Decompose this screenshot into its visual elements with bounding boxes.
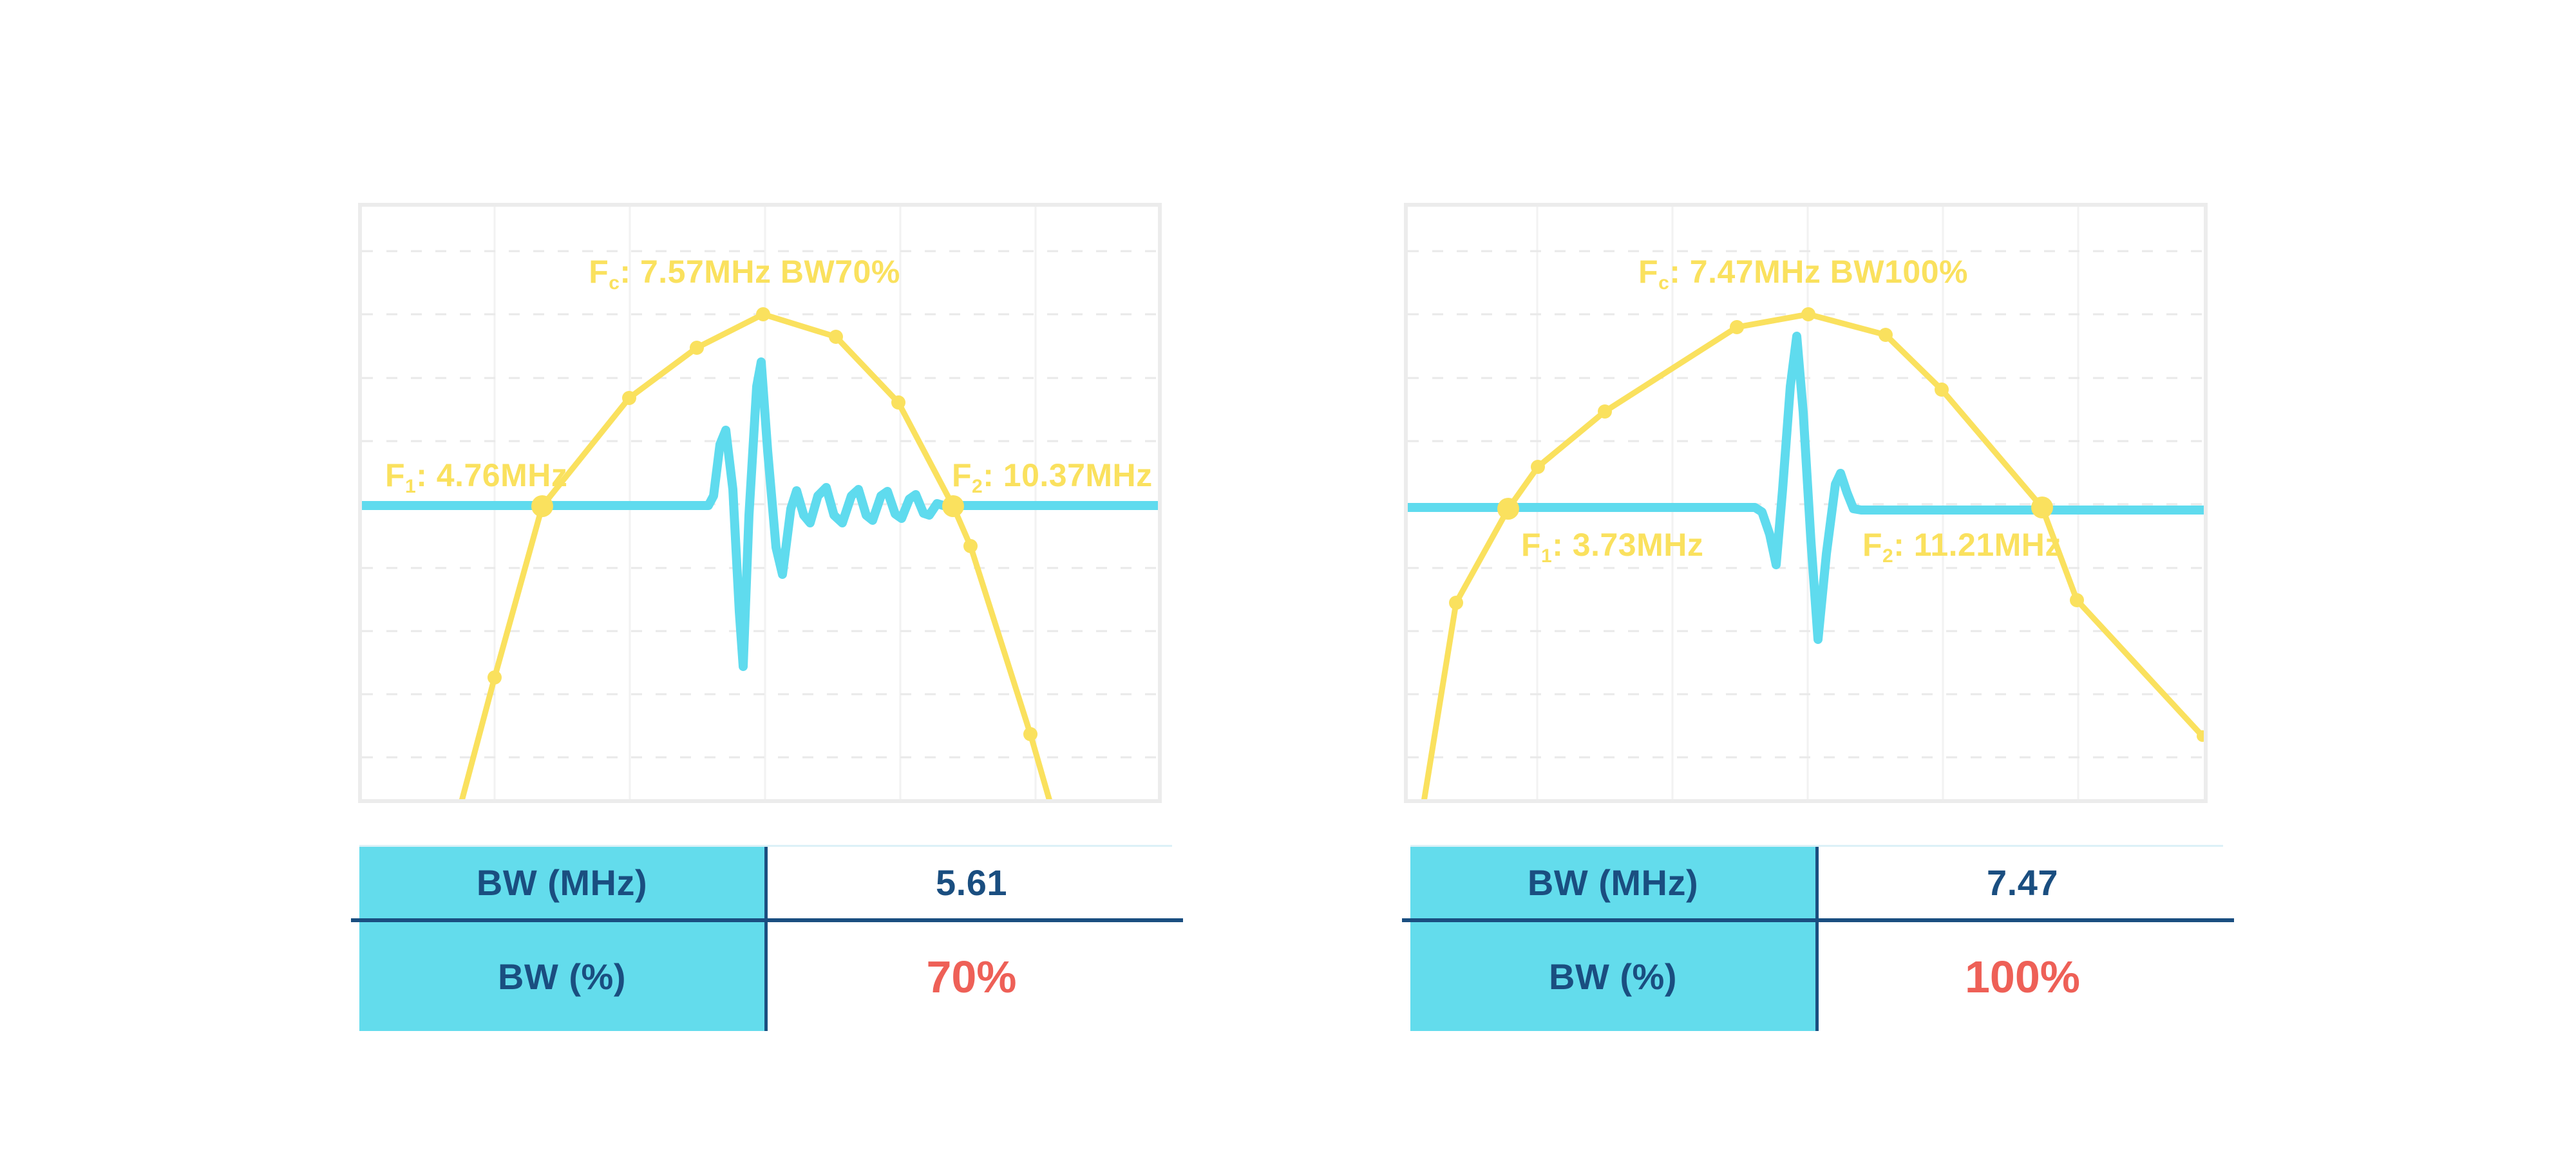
f2-label-value: : 10.37MHz bbox=[983, 457, 1153, 493]
spectrum-data-point bbox=[1497, 498, 1519, 520]
f1-label-subscript: 1 bbox=[1541, 545, 1553, 567]
center-frequency-annotation: Fc: 7.57MHz BW70% bbox=[589, 254, 900, 292]
spectrum-data-point bbox=[942, 495, 964, 517]
spectrum-data-point bbox=[1935, 383, 1949, 397]
bw-percent-row-label: BW (%) bbox=[498, 956, 626, 997]
spectrum-data-point bbox=[756, 307, 770, 321]
fc-label-value: : 7.47MHz BW100% bbox=[1669, 254, 1968, 290]
spectrum-data-point bbox=[1449, 596, 1463, 610]
f2-label-prefix: F bbox=[952, 457, 972, 493]
fc-label-subscript: c bbox=[1658, 272, 1670, 294]
f1-annotation: F1: 4.76MHz bbox=[385, 457, 568, 496]
spectrum-data-point bbox=[829, 330, 843, 344]
fc-label-subscript: c bbox=[609, 272, 620, 294]
chart-panel-bw70: Fc: 7.57MHz BW70% F1: 4.76MHz F2: 10.37M… bbox=[358, 203, 1162, 803]
spectrum-data-point bbox=[622, 391, 636, 405]
bw-percent-value: 70% bbox=[926, 951, 1017, 1002]
table-label-column bbox=[359, 847, 764, 1031]
bw-mhz-value: 7.47 bbox=[1987, 862, 2058, 903]
bw-percent-value: 100% bbox=[1964, 951, 2081, 1002]
spectrum-data-point bbox=[690, 341, 704, 355]
spectrum-pulse-chart-bw70 bbox=[362, 207, 1158, 799]
bw-percent-row-label: BW (%) bbox=[1549, 956, 1677, 997]
f2-label-value: : 11.21MHz bbox=[1893, 527, 2061, 563]
fc-label-prefix: F bbox=[1638, 254, 1659, 290]
spectrum-pulse-chart-bw100 bbox=[1408, 207, 2204, 799]
spectrum-data-point bbox=[1023, 727, 1037, 741]
table-top-border bbox=[1410, 845, 2223, 847]
table-column-divider bbox=[1815, 847, 1819, 1031]
spectrum-data-point bbox=[531, 495, 553, 517]
spectrum-data-point bbox=[1801, 307, 1815, 321]
pulse-echo-waveform bbox=[1408, 332, 2204, 644]
f1-label-value: : 3.73MHz bbox=[1552, 527, 1704, 563]
spectrum-data-point bbox=[2031, 497, 2053, 518]
frequency-spectrum-curve bbox=[1421, 311, 2204, 799]
frequency-spectrum-curve bbox=[459, 311, 1052, 799]
spectrum-data-point bbox=[488, 670, 502, 685]
f2-label-prefix: F bbox=[1862, 527, 1883, 563]
chart-panel-bw100: Fc: 7.47MHz BW100% F1: 3.73MHz F2: 11.21… bbox=[1404, 203, 2208, 803]
table-column-divider bbox=[764, 847, 768, 1031]
pulse-echo-waveform bbox=[362, 357, 1158, 671]
spectrum-data-point bbox=[891, 395, 905, 410]
f2-label-subscript: 2 bbox=[972, 475, 983, 497]
spectrum-data-point bbox=[2070, 593, 2084, 607]
table-row-divider bbox=[351, 918, 1183, 922]
spectrum-data-point bbox=[1730, 320, 1744, 334]
bandwidth-table-bw100: BW (MHz) 7.47 BW (%) 100% bbox=[1402, 845, 2239, 1033]
bw-mhz-row-label: BW (MHz) bbox=[476, 862, 648, 903]
bw-mhz-row-label: BW (MHz) bbox=[1527, 862, 1699, 903]
spectrum-data-point bbox=[1879, 328, 1893, 342]
table-row-divider bbox=[1402, 918, 2234, 922]
f1-label-prefix: F bbox=[385, 457, 406, 493]
bandwidth-table-bw70: BW (MHz) 5.61 BW (%) 70% bbox=[351, 845, 1188, 1033]
f1-annotation: F1: 3.73MHz bbox=[1521, 527, 1704, 565]
f2-annotation: F2: 10.37MHz bbox=[952, 457, 1153, 496]
f1-label-prefix: F bbox=[1521, 527, 1542, 563]
spectrum-data-point bbox=[963, 539, 978, 553]
table-top-border bbox=[359, 845, 1172, 847]
bw-mhz-value: 5.61 bbox=[936, 862, 1007, 903]
fc-label-prefix: F bbox=[589, 254, 609, 290]
spectrum-data-point bbox=[1531, 460, 1545, 474]
table-label-column bbox=[1410, 847, 1815, 1031]
f2-annotation: F2: 11.21MHz bbox=[1862, 527, 2061, 565]
f2-label-subscript: 2 bbox=[1882, 545, 1894, 567]
spectrum-data-point bbox=[1598, 404, 1612, 419]
spectrum-data-point bbox=[2197, 730, 2204, 742]
fc-label-value: : 7.57MHz BW70% bbox=[620, 254, 900, 290]
center-frequency-annotation: Fc: 7.47MHz BW100% bbox=[1638, 254, 1968, 292]
f1-label-subscript: 1 bbox=[405, 475, 417, 497]
f1-label-value: : 4.76MHz bbox=[416, 457, 568, 493]
